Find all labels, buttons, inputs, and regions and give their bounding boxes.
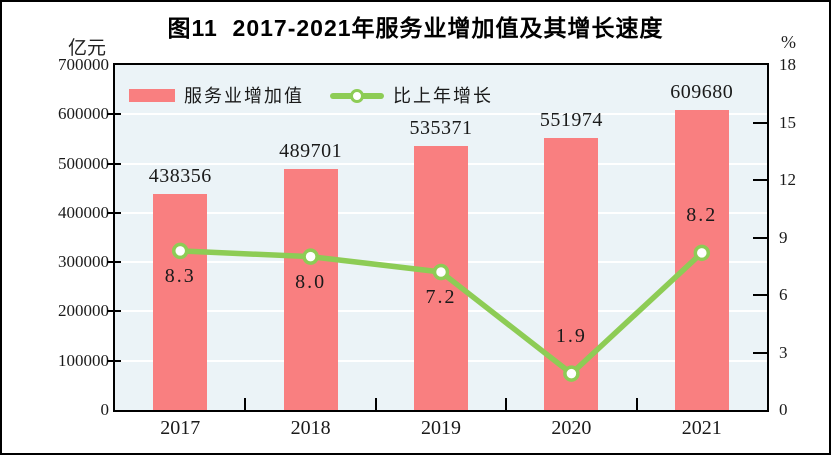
left-axis-tick-label: 100000	[58, 350, 109, 370]
chart-title: 图11 2017-2021年服务业增加值及其增长速度	[167, 15, 664, 41]
right-axis-unit: %	[781, 32, 796, 52]
left-axis-tick	[107, 162, 121, 165]
legend: 服务业增加值 比上年增长	[129, 82, 493, 108]
x-axis-tick	[505, 398, 508, 411]
x-axis-label-2017: 2017	[160, 417, 201, 439]
line-point-marker-2019	[432, 263, 450, 281]
growth-value-label-2018: 8.0	[295, 270, 327, 293]
bar-2020	[544, 137, 599, 410]
x-axis-label-2020: 2020	[551, 417, 592, 439]
left-axis-tick-label: 700000	[58, 55, 109, 74]
gridline	[115, 113, 767, 116]
right-axis-tick-label: 3	[779, 342, 788, 362]
left-axis-tick-label: 500000	[58, 153, 109, 173]
x-axis-tick	[635, 398, 638, 411]
right-axis-tick	[753, 179, 767, 181]
left-axis-tick	[107, 211, 121, 214]
bar-value-label-2019: 535371	[409, 117, 473, 140]
growth-value-label-2019: 7.2	[425, 286, 457, 308]
left-axis-tick	[107, 359, 121, 362]
x-axis-tick	[374, 398, 377, 411]
left-axis-tick	[107, 310, 121, 313]
right-axis-tick	[753, 351, 767, 354]
left-axis-tick	[107, 113, 121, 116]
left-axis-unit: 亿元	[67, 38, 106, 59]
legend-bar-swatch	[129, 88, 175, 102]
x-axis-label-2021: 2021	[681, 417, 722, 439]
growth-line-series	[171, 242, 711, 382]
left-axis-tick-label: 300000	[58, 252, 109, 272]
bar-2017	[153, 193, 208, 410]
left-axis-tick-label: 200000	[58, 301, 109, 321]
right-axis-tick-label: 0	[779, 400, 788, 419]
right-axis-tick-label: 18	[779, 55, 796, 74]
plot-area: 8.3 8.0 7.2 1.9 8.2 438356 489701 535371 551974…	[113, 63, 769, 412]
bar-2018	[283, 168, 338, 410]
line-point-marker-2021	[693, 244, 711, 262]
growth-value-label-2020: 1.9	[555, 324, 587, 347]
right-axis-tick-label: 6	[779, 285, 788, 304]
left-axis-tick-label: 600000	[58, 104, 109, 124]
x-axis-tick	[244, 398, 247, 411]
line-point-marker-2017	[171, 242, 189, 260]
line-point-marker-2020	[563, 365, 580, 382]
legend-line-label: 比上年增长	[393, 86, 493, 106]
right-axis-tick-label: 9	[779, 227, 788, 247]
legend-line-marker-icon	[350, 88, 364, 103]
x-axis-label-2019: 2019	[421, 417, 461, 439]
growth-value-label-2021: 8.2	[686, 203, 718, 226]
right-axis-tick	[753, 294, 767, 296]
legend-bar-label: 服务业增加值	[184, 86, 304, 106]
line-point-marker-2018	[302, 248, 319, 265]
x-axis-label-2018: 2018	[290, 417, 331, 439]
right-axis-tick	[753, 236, 767, 239]
right-axis-tick-label: 12	[779, 170, 796, 189]
left-axis-tick-label: 0	[100, 400, 110, 419]
bar-value-label-2017: 438356	[148, 164, 212, 187]
left-axis-tick-label: 400000	[58, 202, 109, 222]
right-axis-tick-label: 15	[779, 112, 796, 132]
bar-value-label-2020: 551974	[539, 108, 603, 131]
growth-value-label-2017: 8.3	[164, 264, 196, 287]
right-axis-tick	[753, 121, 767, 124]
left-axis-tick	[107, 261, 121, 264]
legend-line-swatch	[330, 88, 384, 103]
bar-value-label-2021: 609680	[670, 80, 734, 103]
bar-value-label-2018: 489701	[279, 139, 343, 162]
